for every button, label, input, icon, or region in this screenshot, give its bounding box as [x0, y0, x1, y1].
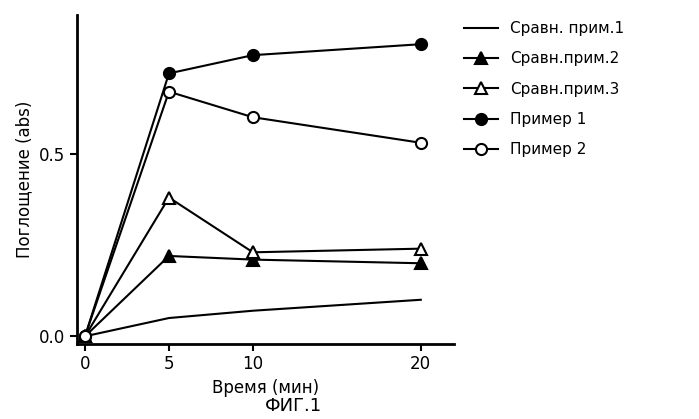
Пример 2 — [417, 140, 425, 145]
Сравн.прим.3 — [81, 334, 89, 339]
Пример 1 — [81, 334, 89, 339]
Пример 2 — [165, 89, 173, 94]
X-axis label: Время (мин): Время (мин) — [212, 379, 319, 397]
Legend: Сравн. прим.1, Сравн.прим.2, Сравн.прим.3, Пример 1, Пример 2: Сравн. прим.1, Сравн.прим.2, Сравн.прим.… — [458, 15, 630, 163]
Line: Пример 1: Пример 1 — [80, 39, 426, 342]
Line: Пример 2: Пример 2 — [80, 86, 426, 342]
Сравн.прим.3 — [249, 250, 257, 255]
Line: Сравн.прим.2: Сравн.прим.2 — [80, 251, 426, 342]
Сравн.прим.2 — [417, 261, 425, 266]
Сравн.прим.2 — [165, 253, 173, 259]
Сравн.прим.2 — [81, 334, 89, 339]
Text: ФИГ.1: ФИГ.1 — [265, 397, 322, 415]
Сравн. прим.1 — [81, 334, 89, 339]
Line: Сравн. прим.1: Сравн. прим.1 — [85, 300, 421, 336]
Пример 2 — [81, 334, 89, 339]
Пример 1 — [249, 53, 257, 58]
Line: Сравн.прим.3: Сравн.прим.3 — [80, 192, 426, 342]
Y-axis label: Поглощение (abs): Поглощение (abs) — [15, 101, 33, 258]
Пример 1 — [417, 42, 425, 47]
Сравн. прим.1 — [249, 308, 257, 313]
Сравн.прим.3 — [165, 195, 173, 200]
Сравн. прим.1 — [417, 297, 425, 302]
Сравн.прим.2 — [249, 257, 257, 262]
Пример 1 — [165, 71, 173, 76]
Сравн.прим.3 — [417, 246, 425, 251]
Пример 2 — [249, 115, 257, 120]
Сравн. прим.1 — [165, 316, 173, 321]
